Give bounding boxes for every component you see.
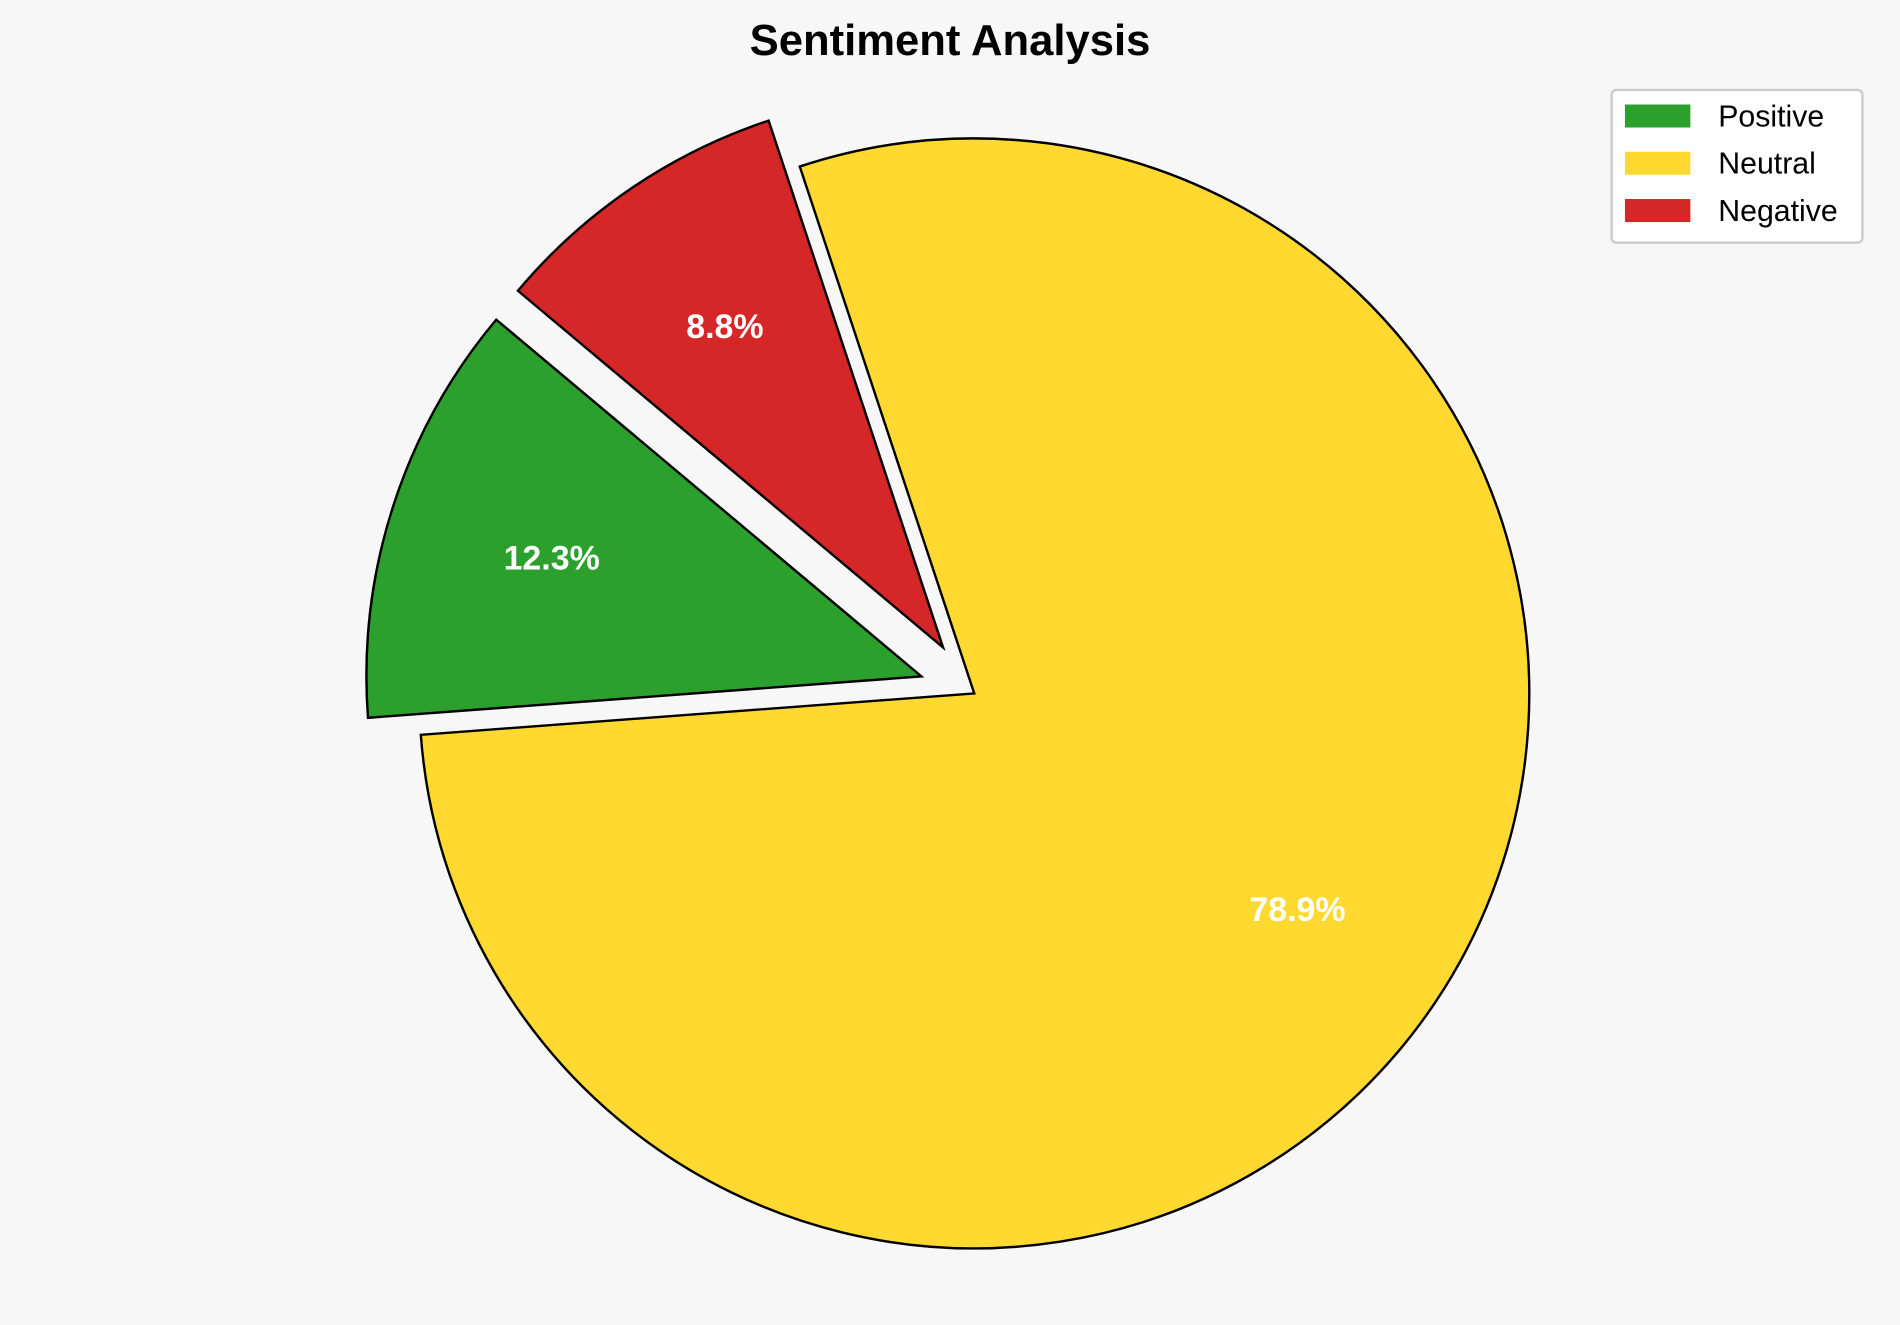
pie-slice-neutral (419, 137, 1531, 1250)
legend-label-positive: Positive (1718, 100, 1824, 133)
pie-slice-positive (365, 317, 925, 720)
slice-label-neutral: 78.9% (1249, 891, 1345, 929)
chart-title: Sentiment Analysis (750, 17, 1151, 65)
slice-label-negative: 8.8% (686, 308, 763, 346)
pie-slice-negative (516, 119, 946, 652)
legend-swatch-negative (1624, 199, 1691, 223)
legend-swatch-neutral (1624, 151, 1691, 175)
legend: Positive Neutral Negative (1610, 88, 1864, 244)
pie-slices: 12.3% 78.9% 8.8% (365, 119, 1531, 1250)
legend-label-negative: Negative (1718, 195, 1838, 228)
legend-label-neutral: Neutral (1718, 148, 1816, 181)
legend-swatch-positive (1624, 104, 1691, 128)
slice-label-positive: 12.3% (504, 539, 600, 577)
